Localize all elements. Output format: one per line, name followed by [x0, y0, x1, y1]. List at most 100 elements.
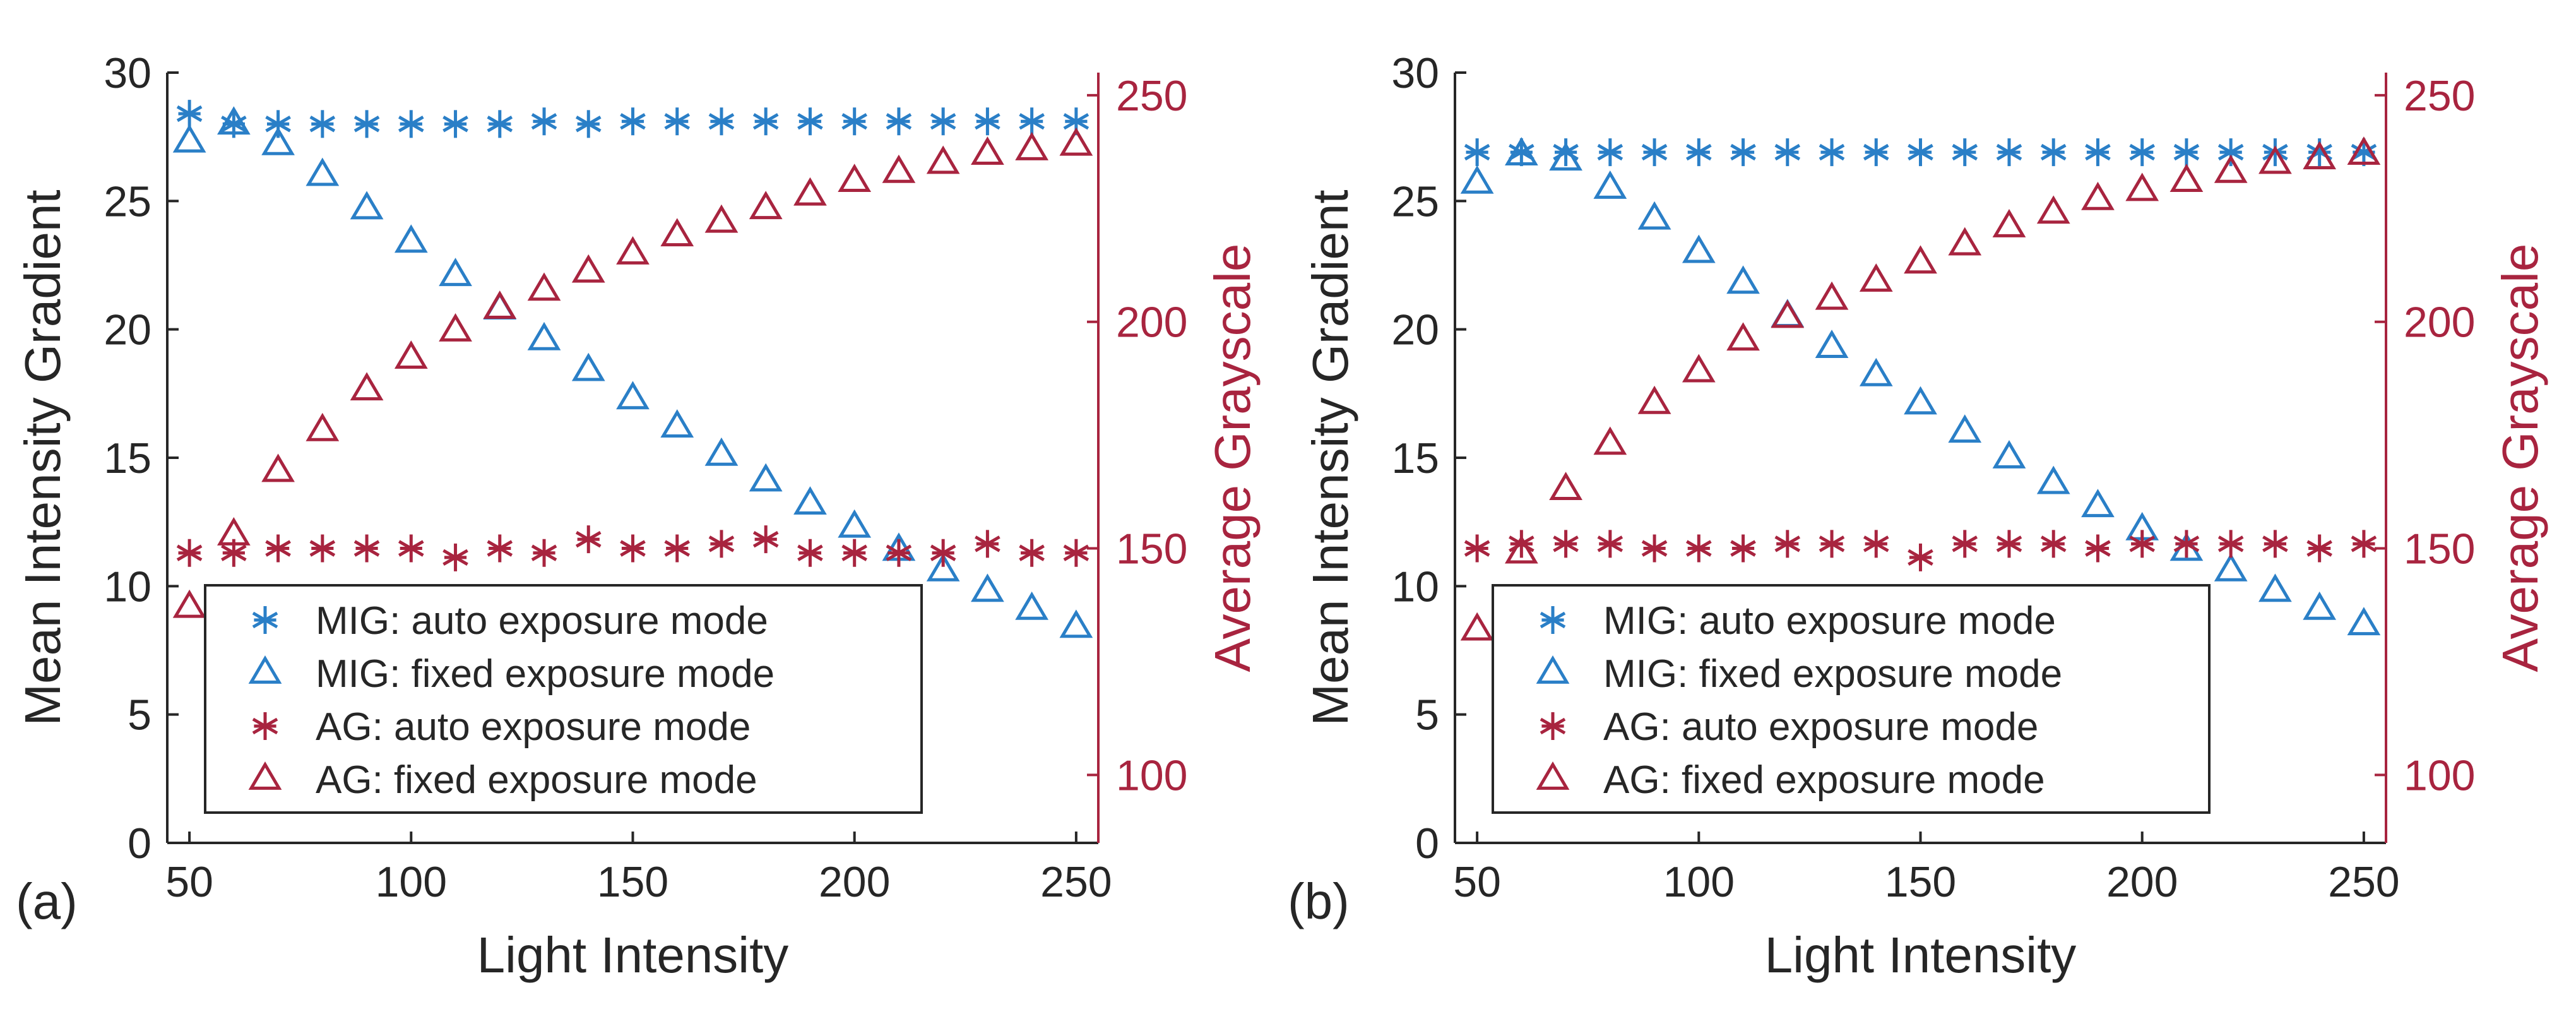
triangle-marker-shape	[882, 154, 916, 183]
data-point	[1549, 472, 1582, 501]
legend: MIG: auto exposure mode MIG: fixed exposu…	[204, 584, 923, 814]
x-tick-label: 250	[1040, 858, 1112, 906]
data-point	[1948, 227, 1982, 256]
x-axis-label: Light Intensity	[1765, 927, 2077, 983]
left-y-tick-label: 20	[104, 306, 151, 354]
data-point	[1686, 138, 1712, 167]
triangle-marker-shape	[1948, 227, 1982, 256]
x-tick-label: 50	[1453, 858, 1501, 906]
data-point	[353, 110, 380, 138]
legend-marker	[1540, 712, 1566, 740]
data-point	[2214, 552, 2248, 582]
triangle-marker-shape	[261, 126, 295, 155]
data-point	[704, 437, 739, 466]
right-y-tick-label: 100	[1116, 751, 1187, 799]
right-y-tick-label: 150	[2404, 525, 2475, 573]
data-point	[527, 272, 561, 301]
left-y-tick-label: 20	[1391, 306, 1439, 354]
triangle-marker-shape	[1859, 263, 1893, 292]
legend-marker	[248, 761, 282, 790]
data-point	[2173, 530, 2200, 558]
data-point	[1509, 530, 1534, 558]
data-point	[575, 110, 602, 138]
legend-marker	[1536, 761, 1570, 790]
data-point	[571, 254, 605, 283]
triangle-marker-shape	[2036, 195, 2070, 224]
right-y-tick-label: 150	[1116, 525, 1187, 573]
triangle-marker-shape	[439, 258, 472, 287]
data-point	[265, 110, 291, 138]
data-point	[483, 290, 517, 319]
data-point	[487, 534, 513, 563]
data-point	[1859, 357, 1893, 386]
data-point	[1992, 208, 2026, 237]
left-y-tick-label: 15	[1391, 434, 1439, 482]
triangle-marker-shape	[527, 272, 561, 301]
x-tick-label: 50	[165, 858, 213, 906]
data-point	[1904, 245, 1937, 274]
data-point	[217, 516, 251, 546]
data-point	[2036, 195, 2070, 224]
data-point	[1771, 299, 1805, 328]
triangle-marker-shape	[660, 409, 694, 438]
data-point	[749, 191, 783, 220]
data-point	[975, 530, 1000, 558]
data-point	[930, 107, 956, 136]
triangle-marker-shape	[1504, 535, 1538, 564]
data-point	[1063, 107, 1089, 136]
data-point	[2347, 607, 2381, 636]
data-point	[1730, 534, 1756, 563]
legend-entry-label: AG: fixed exposure mode	[1603, 758, 2045, 802]
data-point	[531, 107, 557, 136]
data-point	[1908, 543, 1933, 571]
triangle-marker-shape	[217, 106, 251, 135]
data-point	[1863, 530, 1889, 558]
data-point	[1996, 138, 2022, 167]
triangle-marker-shape	[1815, 281, 1849, 310]
data-point	[1504, 535, 1538, 564]
data-point	[2081, 181, 2115, 210]
data-point	[2214, 154, 2248, 183]
legend-entry-label: AG: auto exposure mode	[1603, 705, 2038, 749]
left-y-tick-label: 25	[1391, 177, 1439, 225]
triangle-marker-shape	[1682, 354, 1716, 383]
triangle-marker-shape	[793, 486, 827, 515]
x-tick-label: 150	[1885, 858, 1956, 906]
triangle-marker-shape	[172, 124, 206, 153]
data-point	[1460, 612, 1494, 641]
data-point	[1819, 138, 1845, 167]
series-ag-fixed-exposure-mode	[1460, 136, 2381, 641]
data-point	[483, 291, 517, 319]
data-point	[2217, 530, 2244, 558]
legend-marker	[252, 712, 278, 740]
data-point	[1059, 609, 1093, 638]
legend-marker	[1536, 655, 1570, 684]
data-point	[176, 539, 203, 567]
data-point	[1593, 426, 1627, 455]
data-point	[926, 145, 960, 174]
triangle-marker-shape	[1059, 127, 1093, 156]
triangle-marker-shape	[1682, 234, 1716, 263]
data-point	[1593, 170, 1627, 199]
data-point	[838, 164, 872, 193]
triangle-marker-shape	[1904, 245, 1937, 274]
triangle-marker-shape	[616, 236, 650, 265]
x-tick-label: 100	[376, 858, 447, 906]
triangle-marker-shape	[394, 340, 428, 369]
data-point	[975, 107, 1000, 136]
legend-marker	[252, 606, 278, 634]
data-point	[353, 534, 380, 563]
triangle-marker-shape	[527, 321, 561, 350]
data-point	[261, 453, 295, 482]
triangle-marker-shape	[217, 516, 251, 546]
triangle-marker-shape	[350, 372, 384, 401]
data-point	[882, 154, 916, 183]
data-point	[2129, 530, 2155, 558]
triangle-marker-shape	[1015, 591, 1049, 620]
data-point	[1597, 138, 1623, 167]
series-ag-auto-exposure-mode	[1464, 530, 2377, 571]
triangle-marker-shape	[571, 352, 605, 381]
legend-marker	[248, 655, 282, 684]
data-point	[2306, 534, 2332, 563]
